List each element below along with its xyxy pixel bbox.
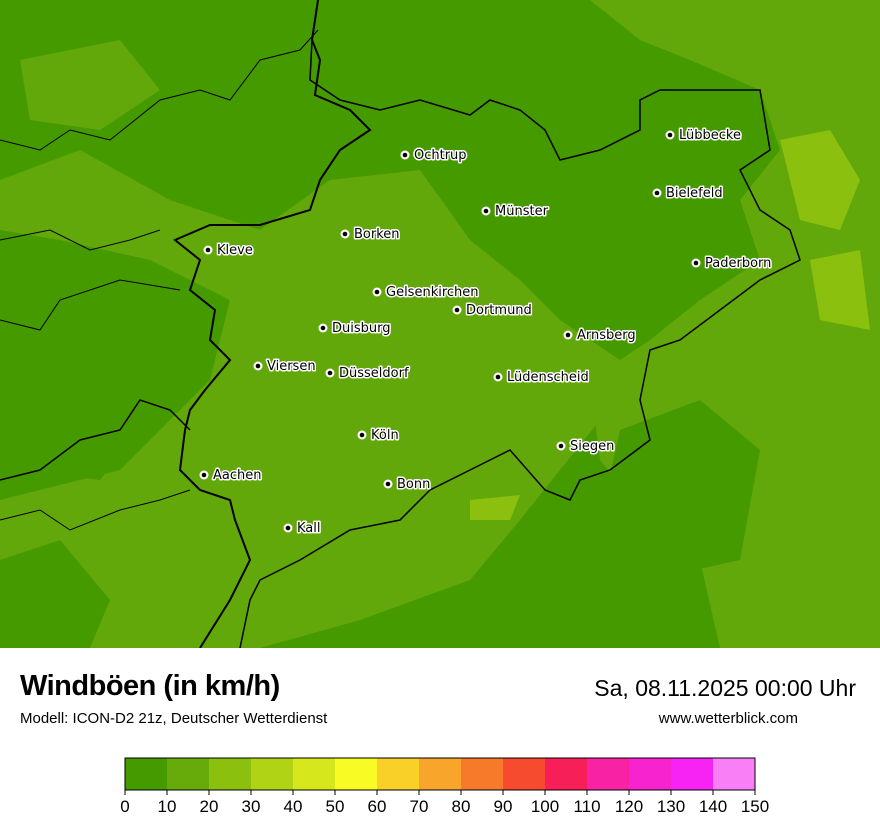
city-dot-center	[201, 472, 207, 478]
city-label: Münster	[495, 204, 549, 219]
wind-field-bright-spots	[470, 130, 870, 520]
city-dot-center	[320, 325, 326, 331]
city-marker: Bielefeld	[652, 185, 724, 203]
legend-color-bin	[125, 758, 168, 790]
city-label: Köln	[371, 428, 399, 443]
city-dot-center	[342, 231, 348, 237]
city-dot-center	[285, 525, 291, 531]
city-marker: Dortmund	[452, 302, 533, 320]
legend-color-bin	[293, 758, 336, 790]
city-marker: Kall	[283, 520, 322, 538]
legend-tick-label: 70	[410, 797, 429, 816]
website-link[interactable]: www.wetterblick.com	[658, 710, 798, 727]
borders	[0, 0, 801, 648]
city-marker: Köln	[357, 427, 400, 445]
wind-field-darker-areas	[0, 370, 760, 648]
legend-tick-label: 120	[615, 797, 643, 816]
city-label: Siegen	[570, 439, 614, 454]
city-label: Arnsberg	[577, 328, 636, 343]
legend-tick-label: 150	[741, 797, 769, 816]
city-marker: Lübbecke	[665, 127, 742, 145]
city-dot-center	[255, 363, 261, 369]
legend-color-bin	[503, 758, 546, 790]
city-marker: Duisburg	[318, 320, 392, 338]
legend-color-bin	[713, 758, 756, 790]
legend-frame	[124, 757, 756, 791]
city-label: Aachen	[213, 468, 261, 483]
city-marker: Viersen	[253, 358, 317, 376]
city-dot-center	[205, 247, 211, 253]
city-dot-center	[483, 208, 489, 214]
city-marker: Münster	[481, 203, 550, 221]
model-subtitle: Modell: ICON-D2 21z, Deutscher Wetterdie…	[20, 710, 328, 727]
city-dot-center	[374, 289, 380, 295]
city-dot-center	[385, 481, 391, 487]
city-dot-center	[558, 443, 564, 449]
city-label: Paderborn	[705, 256, 771, 271]
city-label: Gelsenkirchen	[386, 285, 479, 300]
legend-color-bin	[461, 758, 504, 790]
legend-tick-label: 30	[242, 797, 261, 816]
map-title: Windböen (in km/h)	[20, 670, 280, 702]
wind-gust-map: Lübbecke Ochtrup Bielefeld Münster Borken Kle…	[0, 0, 880, 648]
city-marker: Kleve	[203, 242, 254, 260]
city-dot-center	[654, 190, 660, 196]
city-marker: Arnsberg	[563, 327, 637, 345]
legend-tick-label: 140	[699, 797, 727, 816]
legend-color-bin	[377, 758, 420, 790]
legend-color-bin	[419, 758, 462, 790]
legend-tick-label: 40	[284, 797, 303, 816]
legend-color-bin	[545, 758, 588, 790]
city-label: Lüdenscheid	[507, 370, 589, 385]
city-dot-center	[327, 370, 333, 376]
city-label: Bonn	[397, 477, 430, 492]
legend-tick-label: 80	[452, 797, 471, 816]
legend-tick-label: 10	[158, 797, 177, 816]
city-marker: Lüdenscheid	[493, 369, 590, 387]
legend-color-bin	[167, 758, 210, 790]
legend-color-bin	[587, 758, 630, 790]
city-label: Dortmund	[466, 303, 532, 318]
legend-tick-label: 100	[531, 797, 559, 816]
city-marker: Gelsenkirchen	[372, 284, 480, 302]
city-marker: Düsseldorf	[325, 365, 410, 383]
city-dot-center	[359, 432, 365, 438]
legend-tick-label: 110	[573, 797, 600, 816]
city-dot-center	[565, 332, 571, 338]
city-label: Ochtrup	[414, 148, 467, 163]
city-marker: Paderborn	[691, 255, 773, 273]
city-marker: Borken	[340, 226, 401, 244]
city-marker: Ochtrup	[400, 147, 468, 165]
city-dot-center	[667, 132, 673, 138]
city-label: Düsseldorf	[339, 366, 409, 381]
city-dot-center	[454, 307, 460, 313]
color-scale-legend: 0 10 20 30 40 50 60 70 80 90 100 110 120 130 140 150	[120, 757, 769, 816]
city-marker: Siegen	[556, 438, 616, 456]
city-label: Duisburg	[332, 321, 391, 336]
legend-color-bin	[209, 758, 252, 790]
legend-color-bin	[251, 758, 294, 790]
city-label: Borken	[354, 227, 400, 242]
city-label: Viersen	[267, 359, 316, 374]
city-dot-center	[693, 260, 699, 266]
legend-tick-label: 0	[120, 797, 129, 816]
city-dot-center	[495, 374, 501, 380]
forecast-datetime: Sa, 08.11.2025 00:00 Uhr	[594, 675, 856, 701]
legend-tick-label: 20	[200, 797, 219, 816]
city-label: Lübbecke	[679, 128, 741, 143]
legend-tick-label: 130	[657, 797, 685, 816]
legend-tick-label: 60	[368, 797, 387, 816]
legend-color-bin	[629, 758, 672, 790]
city-label: Kleve	[217, 243, 253, 258]
legend-color-bin	[671, 758, 714, 790]
legend-tick-label: 90	[494, 797, 513, 816]
city-dot-center	[402, 152, 408, 158]
city-label: Bielefeld	[666, 186, 723, 201]
city-label: Kall	[297, 521, 321, 536]
city-markers: Lübbecke Ochtrup Bielefeld Münster Borken Kle…	[199, 127, 773, 538]
legend-tick-label: 50	[326, 797, 345, 816]
city-marker: Aachen	[199, 467, 263, 485]
legend-color-bin	[335, 758, 378, 790]
city-marker: Bonn	[383, 476, 432, 494]
